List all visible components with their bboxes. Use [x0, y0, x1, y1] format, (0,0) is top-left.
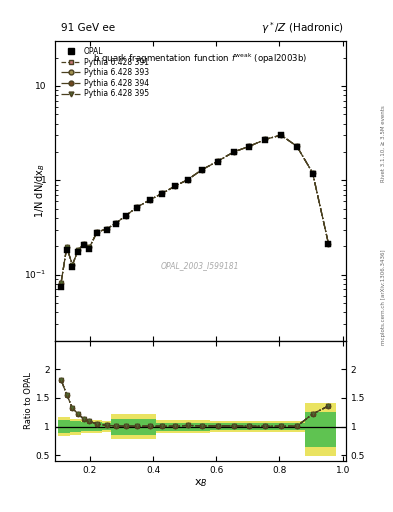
- X-axis label: x$_B$: x$_B$: [194, 477, 207, 489]
- Text: b quark fragmentation function $f^{\rm weak}$ (opal2003b): b quark fragmentation function $f^{\rm w…: [93, 52, 308, 66]
- Text: $10^{-1}$: $10^{-1}$: [24, 269, 47, 281]
- Text: 10: 10: [35, 81, 47, 91]
- Y-axis label: 1/N dN/dx$_B$: 1/N dN/dx$_B$: [33, 163, 48, 219]
- Text: OPAL_2003_I599181: OPAL_2003_I599181: [161, 261, 240, 270]
- Text: 91 GeV ee: 91 GeV ee: [61, 23, 115, 33]
- Text: $\gamma^*/Z$ (Hadronic): $\gamma^*/Z$ (Hadronic): [261, 20, 344, 36]
- Text: mcplots.cern.ch [arXiv:1306.3436]: mcplots.cern.ch [arXiv:1306.3436]: [381, 249, 386, 345]
- Text: Rivet 3.1.10, ≥ 3.5M events: Rivet 3.1.10, ≥ 3.5M events: [381, 105, 386, 182]
- Y-axis label: Ratio to OPAL: Ratio to OPAL: [24, 372, 33, 429]
- Legend: OPAL, Pythia 6.428 391, Pythia 6.428 393, Pythia 6.428 394, Pythia 6.428 395: OPAL, Pythia 6.428 391, Pythia 6.428 393…: [59, 45, 151, 100]
- Text: 1: 1: [41, 176, 47, 185]
